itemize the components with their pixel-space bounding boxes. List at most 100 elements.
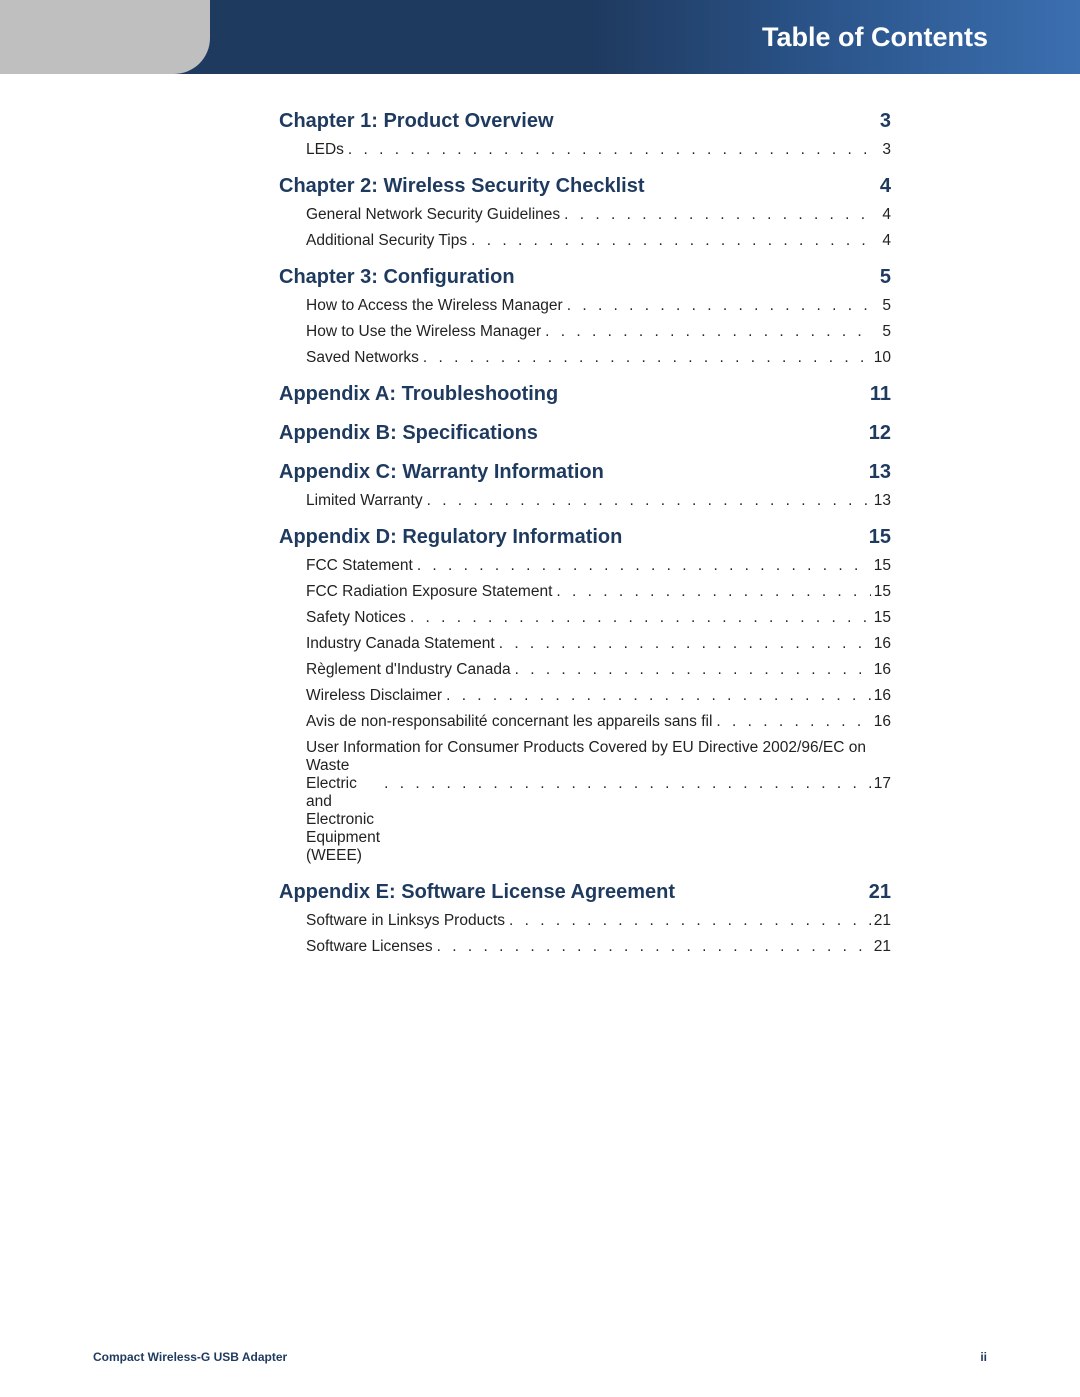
toc-entry-page: 15 — [871, 557, 891, 575]
toc-entry-leader-dots: . . . . . . . . . . . . . . . . . . . . … — [442, 687, 871, 705]
toc-entry-row[interactable]: FCC Statement . . . . . . . . . . . . . … — [306, 557, 891, 575]
toc-entry-leader-dots: . . . . . . . . . . . . . . . . . . . . … — [511, 661, 871, 679]
toc-entry-row[interactable]: LEDs . . . . . . . . . . . . . . . . . .… — [306, 141, 891, 159]
toc-entry-row[interactable]: Limited Warranty . . . . . . . . . . . .… — [306, 492, 891, 510]
toc-entry-leader-dots: . . . . . . . . . . . . . . . . . . . . … — [344, 141, 871, 159]
toc-entry-row[interactable]: General Network Security Guidelines . . … — [306, 206, 891, 224]
toc-entry-leader-dots: . . . . . . . . . . . . . . . . . . . . … — [552, 583, 871, 601]
toc-section-page: 3 — [880, 110, 891, 133]
toc-entry-leader-dots: . . . . . . . . . . . . . . . . . . . . … — [423, 492, 871, 510]
toc-section-page: 21 — [869, 881, 891, 904]
toc-entry-row[interactable]: How to Use the Wireless Manager . . . . … — [306, 323, 891, 341]
toc-section-page: 13 — [869, 461, 891, 484]
toc-entry-label: Software Licenses — [306, 938, 433, 956]
toc-section-row[interactable]: Appendix E: Software License Agreement 21 — [279, 881, 891, 904]
toc-entry-page: 4 — [871, 232, 891, 250]
toc-entry-leader-dots: . . . . . . . . . . . . . . . . . . . . … — [712, 713, 871, 731]
toc-entry-page: 16 — [871, 713, 891, 731]
toc-content: Chapter 1: Product Overview3LEDs . . . .… — [279, 110, 891, 956]
toc-entry-label: Avis de non-responsabilité concernant le… — [306, 713, 712, 731]
toc-entry-label: General Network Security Guidelines — [306, 206, 560, 224]
toc-entry-page: 21 — [871, 938, 891, 956]
toc-entry-page: 17 — [871, 775, 891, 793]
toc-entry-row[interactable]: User Information for Consumer Products C… — [306, 739, 891, 865]
toc-section-row[interactable]: Appendix A: Troubleshooting 11 — [279, 383, 891, 406]
toc-entry-page: 3 — [871, 141, 891, 159]
toc-entry-page: 15 — [871, 583, 891, 601]
toc-entry-row[interactable]: Software in Linksys Products . . . . . .… — [306, 912, 891, 930]
toc-section-page: 12 — [869, 422, 891, 445]
footer-page-number: ii — [980, 1350, 987, 1364]
page: Table of Contents Chapter 1: Product Ove… — [0, 0, 1080, 1397]
toc-section-title: Appendix C: Warranty Information — [279, 461, 604, 484]
toc-entry-leader-dots: . . . . . . . . . . . . . . . . . . . . … — [495, 635, 871, 653]
toc-entry-row[interactable]: Avis de non-responsabilité concernant le… — [306, 713, 891, 731]
toc-section-page: 5 — [880, 266, 891, 289]
toc-entry-page: 15 — [871, 609, 891, 627]
toc-entry-label: Safety Notices — [306, 609, 406, 627]
toc-entry-leader-dots: . . . . . . . . . . . . . . . . . . . . … — [413, 557, 871, 575]
toc-section-row[interactable]: Appendix C: Warranty Information 13 — [279, 461, 891, 484]
toc-entry-page: 16 — [871, 687, 891, 705]
toc-entry-label: Electric and Electronic Equipment (WEEE) — [306, 775, 380, 865]
toc-entry-row[interactable]: FCC Radiation Exposure Statement . . . .… — [306, 583, 891, 601]
toc-entry-leader-dots: . . . . . . . . . . . . . . . . . . . . … — [563, 297, 871, 315]
toc-entry-leader-dots: . . . . . . . . . . . . . . . . . . . . … — [380, 775, 871, 793]
toc-section-row[interactable]: Appendix D: Regulatory Information 15 — [279, 526, 891, 549]
toc-entry-label: How to Use the Wireless Manager — [306, 323, 541, 341]
toc-entry-leader-dots: . . . . . . . . . . . . . . . . . . . . … — [433, 938, 871, 956]
toc-entry-label: FCC Radiation Exposure Statement — [306, 583, 552, 601]
toc-section-title: Chapter 3: Configuration — [279, 266, 515, 289]
toc-section-page: 4 — [880, 175, 891, 198]
toc-entry-row[interactable]: Industry Canada Statement . . . . . . . … — [306, 635, 891, 653]
toc-entry-leader-dots: . . . . . . . . . . . . . . . . . . . . … — [406, 609, 871, 627]
toc-entry-page: 13 — [871, 492, 891, 510]
toc-entry-row[interactable]: Software Licenses . . . . . . . . . . . … — [306, 938, 891, 956]
left-gutter — [0, 0, 210, 74]
toc-entry-page: 5 — [871, 297, 891, 315]
toc-section-title: Appendix D: Regulatory Information — [279, 526, 622, 549]
toc-entry-label: Industry Canada Statement — [306, 635, 495, 653]
toc-section-title: Chapter 1: Product Overview — [279, 110, 554, 133]
toc-entry-page: 5 — [871, 323, 891, 341]
toc-entry-label: FCC Statement — [306, 557, 413, 575]
toc-entry-row[interactable]: Saved Networks . . . . . . . . . . . . .… — [306, 349, 891, 367]
toc-entry-label: LEDs — [306, 141, 344, 159]
toc-entry-page: 10 — [871, 349, 891, 367]
toc-entry-row[interactable]: Règlement d'Industry Canada . . . . . . … — [306, 661, 891, 679]
toc-entry-label: User Information for Consumer Products C… — [306, 739, 891, 775]
toc-section-row[interactable]: Chapter 1: Product Overview 3 — [279, 110, 891, 133]
toc-entry-label: Règlement d'Industry Canada — [306, 661, 511, 679]
toc-entry-page: 21 — [871, 912, 891, 930]
toc-entry-label: Limited Warranty — [306, 492, 423, 510]
toc-entry-leader-dots: . . . . . . . . . . . . . . . . . . . . … — [541, 323, 871, 341]
toc-section-title: Appendix B: Specifications — [279, 422, 538, 445]
toc-section-title: Chapter 2: Wireless Security Checklist — [279, 175, 645, 198]
toc-entry-label: Software in Linksys Products — [306, 912, 505, 930]
toc-entry-label: How to Access the Wireless Manager — [306, 297, 563, 315]
toc-section-row[interactable]: Appendix B: Specifications 12 — [279, 422, 891, 445]
toc-section-page: 15 — [869, 526, 891, 549]
toc-entry-label: Wireless Disclaimer — [306, 687, 442, 705]
header-title: Table of Contents — [762, 22, 988, 53]
toc-section-page: 11 — [870, 383, 891, 406]
toc-entry-page: 16 — [871, 635, 891, 653]
toc-entry-leader-dots: . . . . . . . . . . . . . . . . . . . . … — [505, 912, 871, 930]
toc-section-title: Appendix A: Troubleshooting — [279, 383, 558, 406]
toc-entry-row[interactable]: How to Access the Wireless Manager . . .… — [306, 297, 891, 315]
footer: Compact Wireless-G USB Adapter ii — [93, 1350, 987, 1364]
footer-product: Compact Wireless-G USB Adapter — [93, 1350, 287, 1364]
toc-entry-page: 4 — [871, 206, 891, 224]
toc-entry-row[interactable]: Wireless Disclaimer . . . . . . . . . . … — [306, 687, 891, 705]
toc-section-row[interactable]: Chapter 2: Wireless Security Checklist 4 — [279, 175, 891, 198]
toc-entry-leader-dots: . . . . . . . . . . . . . . . . . . . . … — [560, 206, 871, 224]
toc-entry-label: Additional Security Tips — [306, 232, 467, 250]
toc-entry-row[interactable]: Safety Notices . . . . . . . . . . . . .… — [306, 609, 891, 627]
toc-entry-leader-dots: . . . . . . . . . . . . . . . . . . . . … — [467, 232, 871, 250]
toc-section-title: Appendix E: Software License Agreement — [279, 881, 675, 904]
toc-entry-row[interactable]: Additional Security Tips . . . . . . . .… — [306, 232, 891, 250]
toc-section-row[interactable]: Chapter 3: Configuration 5 — [279, 266, 891, 289]
toc-entry-page: 16 — [871, 661, 891, 679]
toc-entry-label: Saved Networks — [306, 349, 419, 367]
toc-entry-leader-dots: . . . . . . . . . . . . . . . . . . . . … — [419, 349, 871, 367]
